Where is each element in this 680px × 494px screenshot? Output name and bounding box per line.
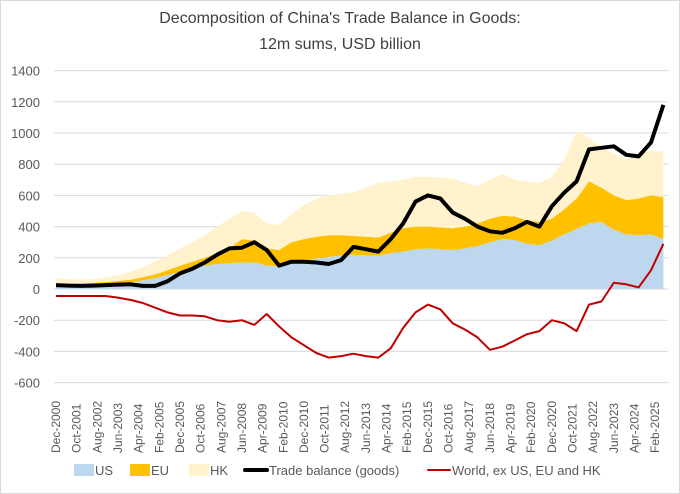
x-tick-label: Jun-2008 (235, 403, 249, 453)
legend-swatch (189, 464, 209, 476)
x-tick-label: Dec-2005 (173, 401, 187, 453)
x-tick-label: Dec-2020 (545, 401, 559, 453)
x-tick-label: Oct-2006 (194, 403, 208, 453)
y-tick-label: -400 (14, 344, 40, 359)
x-tick-label: Aug-2007 (214, 401, 228, 453)
x-tick-label: Dec-2010 (297, 401, 311, 453)
x-tick-label: Jun-2003 (111, 403, 125, 453)
x-tick-label: Jun-2018 (483, 403, 497, 453)
x-tick-label: Feb-2005 (152, 401, 166, 453)
chart-title-line-1: Decomposition of China's Trade Balance i… (159, 10, 520, 27)
x-tick-label: Dec-2015 (421, 401, 435, 453)
x-tick-label: Aug-2012 (338, 401, 352, 453)
legend-label: US (95, 463, 113, 478)
line-world-ex-us-eu-hk (56, 243, 665, 359)
y-tick-label: 200 (18, 251, 40, 266)
x-tick-label: Jun-2013 (359, 403, 373, 453)
x-tick-label: Oct-2001 (70, 403, 84, 453)
legend-label: HK (210, 463, 228, 478)
y-tick-label: 1000 (11, 126, 40, 141)
legend-label: Trade balance (goods) (269, 463, 399, 478)
x-tick-label: Apr-2024 (627, 403, 641, 453)
legend-swatch (74, 464, 94, 476)
x-tick-label: Apr-2019 (504, 403, 518, 453)
y-tick-label: 400 (18, 220, 40, 235)
y-tick-label: -200 (14, 313, 40, 328)
area-hk (56, 131, 664, 285)
x-tick-label: Apr-2009 (256, 403, 270, 453)
x-tick-label: Feb-2010 (276, 401, 290, 453)
x-tick-label: Aug-2002 (90, 401, 104, 453)
y-tick-label: 1200 (11, 95, 40, 110)
x-tick-label: Jun-2023 (607, 403, 621, 453)
area-us (56, 221, 664, 289)
x-tick-label: Feb-2025 (648, 401, 662, 453)
x-tick-label: Dec-2000 (49, 401, 63, 453)
x-tick-label: Aug-2022 (586, 401, 600, 453)
chart-title-line-2: 12m sums, USD billion (259, 36, 421, 53)
x-tick-label: Feb-2015 (400, 401, 414, 453)
y-tick-label: -600 (14, 376, 40, 391)
line-trade-balance (55, 104, 666, 288)
x-tick-label: Apr-2004 (132, 403, 146, 453)
legend-label: World, ex US, EU and HK (452, 463, 601, 478)
legend-label: EU (151, 463, 169, 478)
x-tick-label: Oct-2021 (566, 403, 580, 453)
y-tick-label: 1400 (11, 64, 40, 79)
x-tick-label: Aug-2017 (462, 401, 476, 453)
x-tick-label: Oct-2016 (442, 403, 456, 453)
x-tick-label: Oct-2011 (318, 404, 332, 453)
x-tick-label: Feb-2020 (524, 401, 538, 453)
y-tick-label: 0 (33, 282, 40, 297)
y-tick-label: 800 (18, 157, 40, 172)
legend-swatch (130, 464, 150, 476)
y-tick-label: 600 (18, 188, 40, 203)
x-tick-label: Apr-2014 (380, 403, 394, 453)
